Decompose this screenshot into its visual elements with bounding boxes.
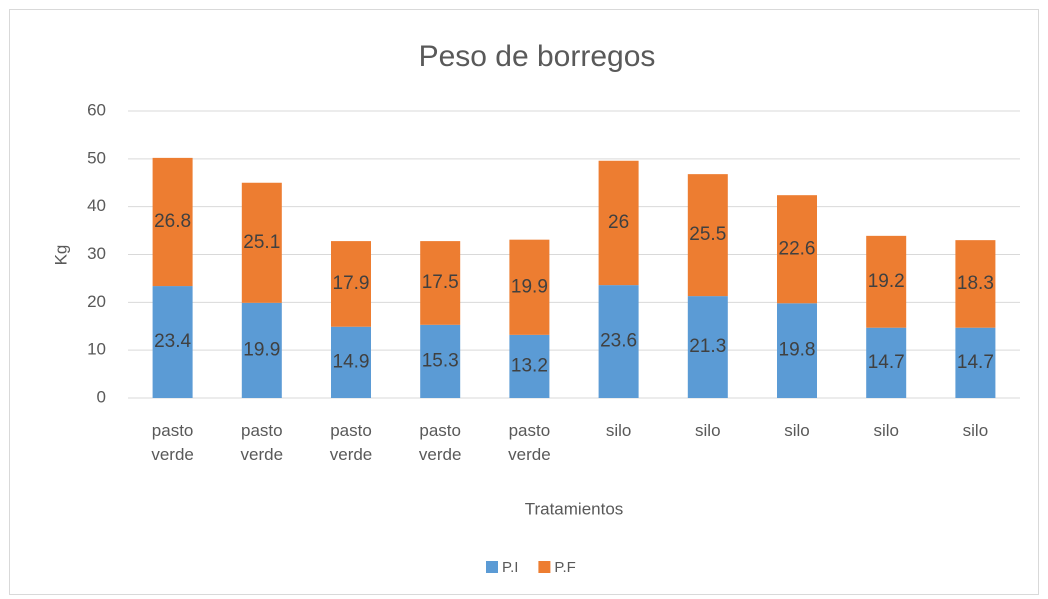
chart-title: Peso de borregos xyxy=(419,40,656,73)
x-tick-label: silo xyxy=(606,421,632,440)
x-tick-line: verde xyxy=(419,445,462,464)
data-label: 17.9 xyxy=(333,273,370,294)
data-label: 17.5 xyxy=(422,272,459,293)
y-tick-label: 50 xyxy=(87,148,106,167)
x-tick-label: pasto verde xyxy=(419,421,462,464)
x-tick-label: pasto verde xyxy=(151,421,194,464)
data-label: 26 xyxy=(608,212,629,233)
data-label: 15.3 xyxy=(422,350,459,371)
bar-segment xyxy=(777,195,817,304)
bar-segment xyxy=(241,302,282,398)
data-label: 18.3 xyxy=(957,273,994,294)
x-tick-label: pasto verde xyxy=(508,421,551,464)
bar-segment xyxy=(866,327,907,398)
x-tick-label: silo xyxy=(873,421,899,440)
y-tick-label: 0 xyxy=(97,387,106,406)
data-label: 26.8 xyxy=(154,211,191,232)
bar-segment xyxy=(598,160,639,286)
x-tick-line: silo xyxy=(606,421,632,440)
x-tick-label: pasto verde xyxy=(330,421,373,464)
data-label: 23.6 xyxy=(600,331,637,352)
x-tick-line: silo xyxy=(963,421,989,440)
x-tick-line: pasto xyxy=(330,421,372,440)
data-label: 22.6 xyxy=(779,238,816,259)
bar-segment xyxy=(331,241,371,327)
x-tick-line: verde xyxy=(330,445,373,464)
data-label: 25.1 xyxy=(243,232,280,253)
x-tick-line: silo xyxy=(695,421,721,440)
y-tick-label: 30 xyxy=(87,244,106,263)
x-tick-line: verde xyxy=(151,445,194,464)
legend-label: P.F xyxy=(554,559,575,576)
data-label: 25.5 xyxy=(689,224,726,245)
x-tick-label: silo xyxy=(784,421,810,440)
bar-segment xyxy=(152,157,193,287)
y-tick-label: 20 xyxy=(87,292,106,311)
x-tick-line: silo xyxy=(784,421,810,440)
bar-segment xyxy=(509,334,550,398)
y-tick-label: 40 xyxy=(87,196,106,215)
x-tick-label: silo xyxy=(695,421,721,440)
y-axis-label: Kg xyxy=(51,245,70,266)
bar-segment xyxy=(331,326,371,398)
x-tick-line: pasto xyxy=(419,421,461,440)
legend-label: P.I xyxy=(502,559,518,576)
x-tick-label: silo xyxy=(963,421,989,440)
legend-swatch xyxy=(538,561,551,573)
x-tick-line: pasto xyxy=(241,421,283,440)
data-label: 21.3 xyxy=(689,336,726,357)
x-tick-line: verde xyxy=(508,445,551,464)
x-tick-line: pasto xyxy=(152,421,194,440)
bar-segment xyxy=(955,327,996,398)
data-label: 19.2 xyxy=(868,271,905,292)
bar-segment xyxy=(955,240,996,328)
data-label: 14.9 xyxy=(333,351,370,372)
bar-segment xyxy=(420,324,461,398)
data-label: 14.7 xyxy=(868,352,905,373)
y-tick-label: 10 xyxy=(87,340,106,359)
bar-segment xyxy=(866,235,907,328)
x-tick-line: pasto xyxy=(509,421,551,440)
data-label: 19.8 xyxy=(779,340,816,361)
bar-segment xyxy=(241,182,282,303)
data-label: 23.4 xyxy=(154,331,191,352)
data-label: 19.9 xyxy=(511,276,548,297)
bar-segment xyxy=(420,241,461,325)
x-tick-line: verde xyxy=(241,445,284,464)
bar-segment xyxy=(598,285,639,398)
y-tick-label: 60 xyxy=(87,100,106,119)
x-tick-line: silo xyxy=(873,421,899,440)
data-label: 14.7 xyxy=(957,352,994,373)
bar-segment xyxy=(687,296,728,398)
x-tick-label: pasto verde xyxy=(241,421,284,464)
bar-segment xyxy=(509,239,550,335)
bar-segment xyxy=(777,303,817,398)
legend-swatch xyxy=(486,561,498,573)
bar-segment xyxy=(687,174,728,297)
x-axis-label: Tratamientos xyxy=(525,499,624,518)
data-label: 19.9 xyxy=(243,339,280,360)
bar-segment xyxy=(152,286,193,398)
data-label: 13.2 xyxy=(511,355,548,376)
